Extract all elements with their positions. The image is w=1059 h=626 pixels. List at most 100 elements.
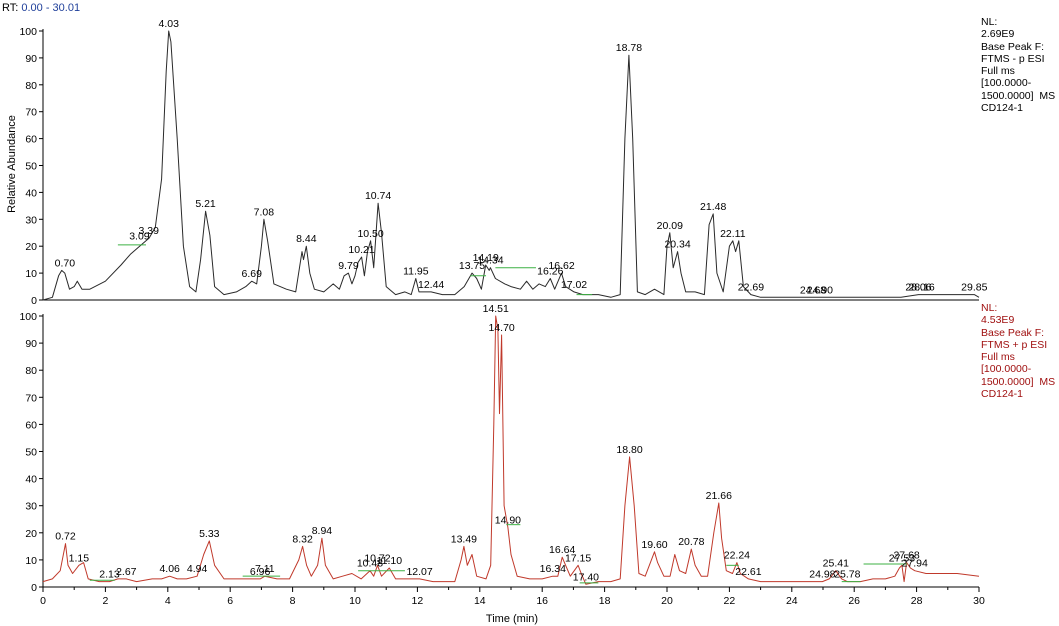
top-peak-label: 17.02: [561, 279, 587, 291]
top-peak-label: 29.85: [961, 282, 987, 294]
top-y-tick-label: 60: [25, 134, 37, 146]
bottom-peak-label: 7.11: [255, 563, 275, 575]
x-tick-label: 28: [911, 595, 923, 607]
bottom-peak-label: 2.13: [99, 569, 120, 581]
top-y-tick-label: 10: [25, 268, 37, 280]
top-peak-label: 10.74: [365, 190, 391, 202]
top-y-tick-label: 80: [25, 80, 37, 92]
rt-label: RT:: [2, 2, 19, 14]
x-tick-label: 24: [786, 595, 798, 607]
top-peak-label: 0.70: [55, 257, 76, 269]
bottom-info-line: FTMS + p ESI: [981, 338, 1048, 351]
bottom-info-line: Base Peak F:: [981, 326, 1045, 339]
bottom-peak-label: 12.07: [406, 566, 432, 578]
top-peak-label: 28.16: [908, 282, 934, 294]
top-y-tick-label: 0: [31, 295, 37, 307]
x-tick-label: 4: [165, 595, 171, 607]
top-peak-label: 3.39: [139, 225, 160, 237]
top-y-tick-label: 70: [25, 107, 37, 119]
top-info-line: Full ms: [981, 65, 1015, 78]
traces-layer: [42, 30, 980, 585]
top-peak-label: 8.44: [296, 233, 317, 245]
top-peak-label: 28.06: [905, 282, 931, 294]
top-panel-info: NL: 2.69E9 Base Peak F: FTMS - p ESI Full ms…: [981, 16, 1055, 114]
bottom-peak-label: 8.32: [292, 533, 313, 545]
top-peak-label: 22.11: [720, 228, 746, 240]
top-peak-label: 3.09: [129, 231, 150, 243]
bottom-y-tick-label: 40: [25, 474, 37, 486]
x-tick-label: 8: [290, 595, 296, 607]
x-tick-label: 2: [102, 595, 108, 607]
bottom-peak-label: 0.72: [55, 531, 76, 543]
x-tick-label: 26: [848, 595, 860, 607]
top-peak-label: 16.26: [537, 265, 563, 277]
bottom-y-tick-label: 80: [25, 365, 37, 377]
bottom-y-tick-label: 50: [25, 447, 37, 459]
x-tick-label: 22: [724, 595, 736, 607]
bottom-peak-label: 18.80: [616, 444, 642, 456]
top-chromatogram-trace: [42, 30, 980, 301]
bottom-peak-label: 22.61: [735, 566, 761, 578]
top-y-tick-label: 40: [25, 187, 37, 199]
bottom-peak-label: 27.53: [889, 552, 915, 564]
bottom-peak-label: 25.78: [834, 569, 860, 581]
top-peak-label: 4.03: [159, 18, 180, 30]
top-info-line: Base Peak F:: [981, 40, 1045, 53]
bottom-y-tick-label: 60: [25, 419, 37, 431]
bottom-info-line: 4.53E9: [981, 314, 1015, 327]
top-peak-label: 24.68: [800, 284, 826, 296]
bottom-peak-label: 27.68: [893, 550, 919, 562]
bottom-y-tick-label: 20: [25, 528, 37, 540]
bottom-peak-label: 11.10: [377, 555, 403, 567]
x-tick-label: 6: [227, 595, 233, 607]
labels-layer: 0.70 3.093.39 4.03 5.21 6.69 7.08 8.44 9.79 10.2…: [55, 18, 988, 583]
x-tick-label: 16: [536, 595, 548, 607]
x-tick-label: 18: [599, 595, 611, 607]
x-tick-label: 14: [474, 595, 486, 607]
top-peak-label: 10.21: [348, 244, 374, 256]
bottom-info-line: Full ms: [981, 351, 1015, 364]
top-peak-label: 14.34: [477, 255, 503, 267]
bottom-panel-info: NL: 4.53E9 Base Peak F: FTMS + p ESI Full ms…: [981, 302, 1055, 400]
axes-layer: 0102030405060708090100010203040506070809…: [19, 26, 985, 607]
top-y-tick-label: 100: [19, 26, 37, 38]
bottom-peak-label: 8.94: [312, 525, 333, 537]
top-y-tick-label: 90: [25, 53, 37, 65]
top-peak-label: 14.19: [473, 252, 499, 264]
rt-range-value: 0.00 - 30.01: [21, 2, 81, 14]
bottom-peak-label: 20.78: [678, 536, 704, 548]
bottom-chromatogram-trace: [42, 315, 980, 585]
top-info-line: 2.69E9: [981, 28, 1015, 41]
top-peak-label: 9.79: [338, 260, 359, 272]
top-y-tick-label: 30: [25, 214, 37, 226]
top-peak-label: 20.34: [664, 239, 690, 251]
bottom-y-tick-label: 10: [25, 555, 37, 567]
top-peak-label: 11.95: [403, 265, 429, 277]
bottom-info-line: CD124-1: [981, 388, 1024, 401]
bottom-peak-label: 14.51: [483, 303, 509, 315]
bottom-y-tick-label: 0: [31, 582, 37, 594]
bottom-peak-label: 17.15: [565, 552, 591, 564]
bottom-peak-label: 5.33: [199, 528, 220, 540]
bottom-peak-label: 14.90: [495, 514, 521, 526]
top-peak-label: 20.09: [657, 220, 683, 232]
bottom-peak-label: 19.60: [641, 539, 667, 551]
bottom-info-line: 1500.0000] MS: [981, 375, 1056, 388]
top-info-line: CD124-1: [981, 102, 1024, 115]
bottom-peak-label: 1.15: [69, 552, 90, 564]
bottom-peak-label: 2.67: [116, 566, 137, 578]
bottom-peak-label: 27.94: [902, 558, 928, 570]
x-tick-label: 20: [661, 595, 673, 607]
bottom-peak-label: 13.49: [451, 533, 477, 545]
bottom-peak-label: 14.70: [488, 322, 514, 334]
top-peak-label: 5.21: [195, 198, 216, 210]
top-peak-label: 13.75: [459, 260, 485, 272]
bottom-peak-label: 24.98: [809, 569, 835, 581]
retention-time-range: RT: 0.00 - 30.01: [2, 2, 80, 14]
x-axis-label: Time (min): [486, 613, 538, 625]
top-peak-label: 6.69: [242, 268, 263, 280]
bottom-peak-label: 4.94: [187, 563, 208, 575]
y-axis-label: Relative Abundance: [6, 115, 18, 213]
bottom-peak-label: 21.66: [706, 490, 732, 502]
